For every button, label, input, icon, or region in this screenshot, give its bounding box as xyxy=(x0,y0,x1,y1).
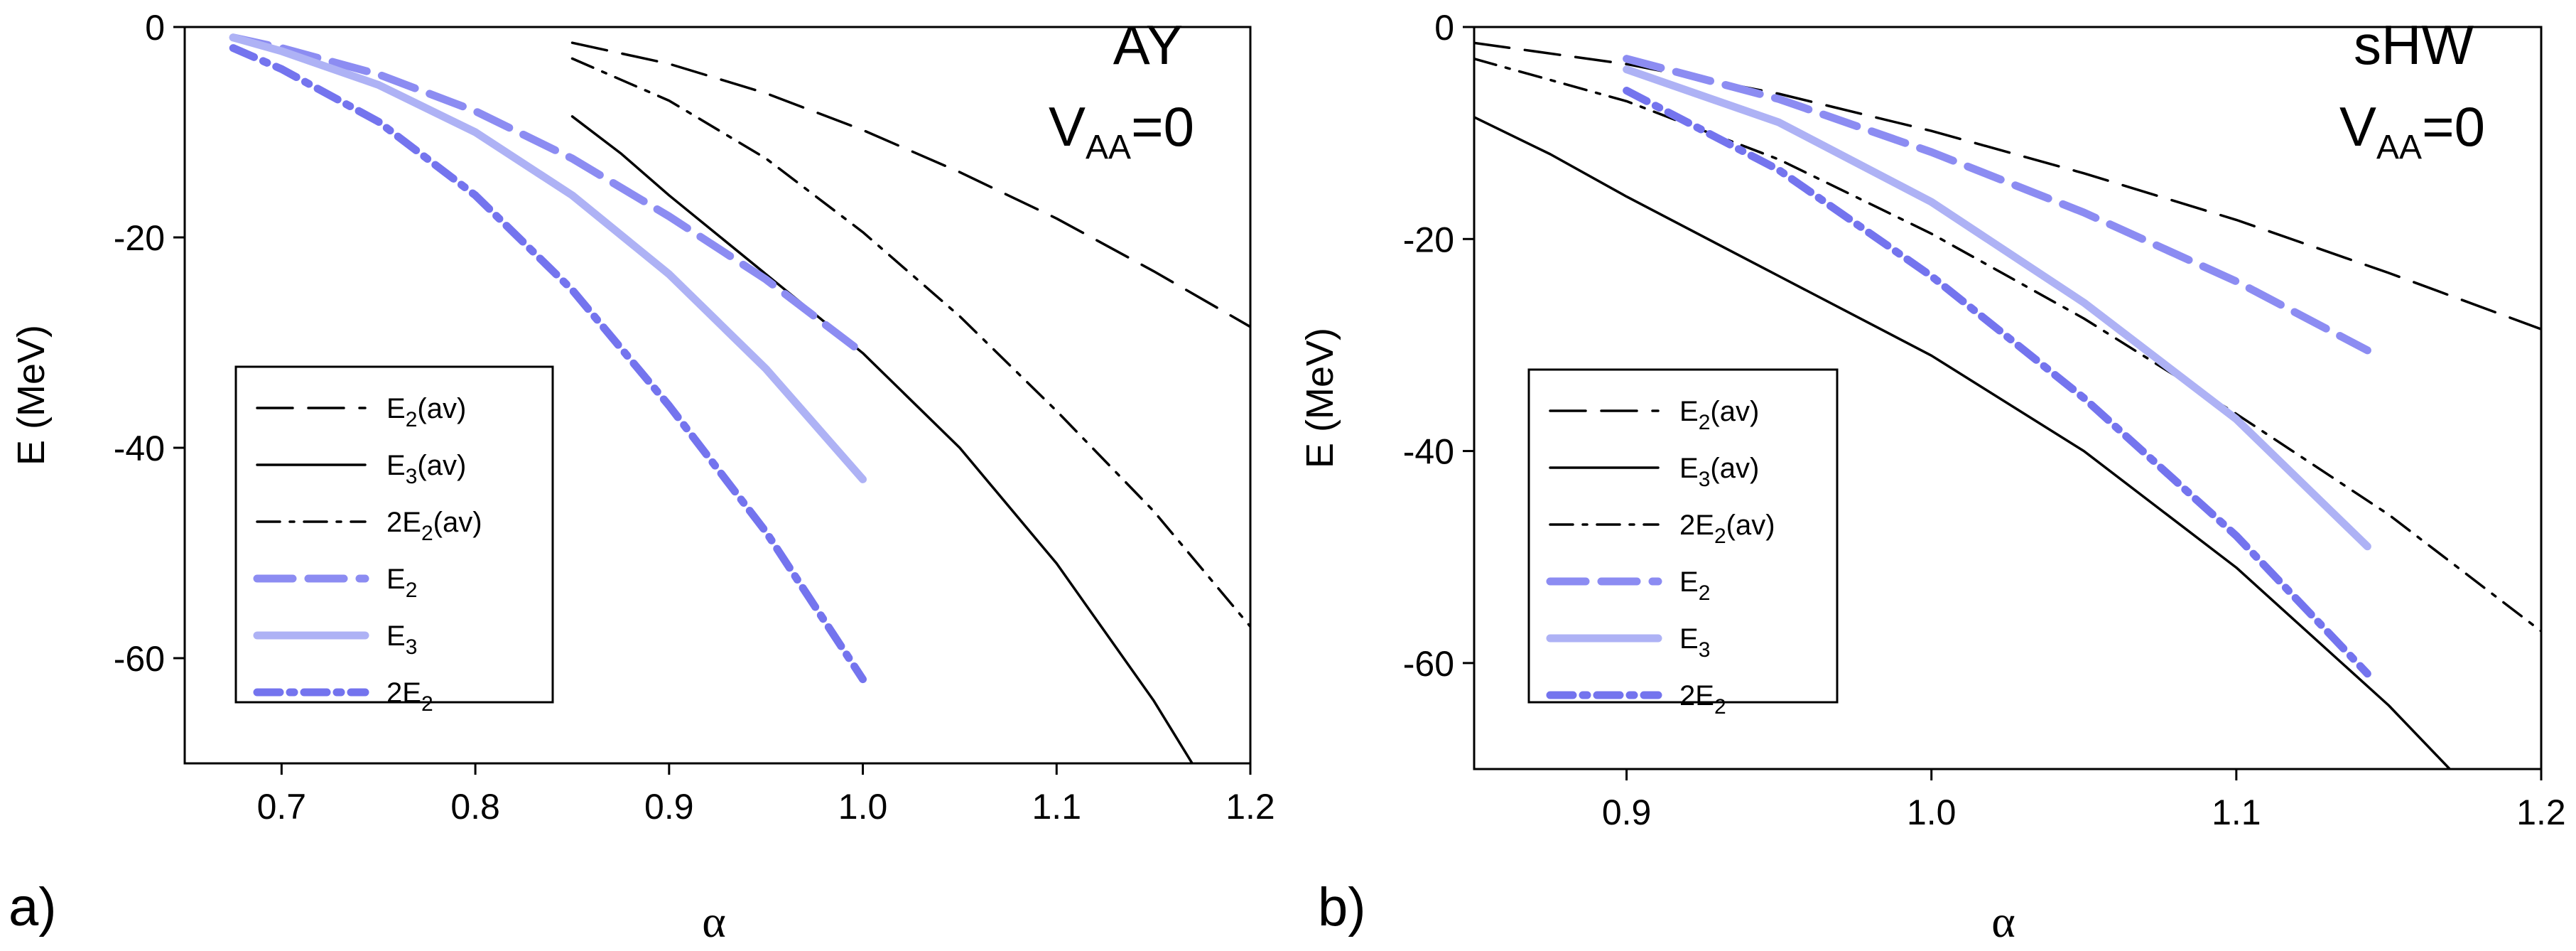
legend-tail: (av) xyxy=(417,450,466,481)
legend-entry: E2 xyxy=(1679,566,1710,605)
legend-main: E xyxy=(386,620,406,652)
x-tick-label: 0.9 xyxy=(644,787,694,827)
legend-box xyxy=(1527,368,1839,704)
legend-sub: 2 xyxy=(1699,581,1711,605)
series-line-e3 xyxy=(1623,65,2371,551)
series-line-e3-av- xyxy=(570,115,1194,763)
legend-sub: 2 xyxy=(406,408,418,431)
legend-sub: 3 xyxy=(406,465,418,488)
legend-box xyxy=(234,365,554,704)
x-axis-title: α xyxy=(1991,896,2015,947)
y-tick-label: -60 xyxy=(114,639,165,679)
annotation-title: sHW xyxy=(2354,14,2474,76)
y-axis-title: E (MeV) xyxy=(10,325,53,466)
y-tick-label: -40 xyxy=(1403,432,1454,472)
y-tick-label: -40 xyxy=(114,429,165,468)
legend-sub: 2 xyxy=(1714,695,1726,719)
annotation-sub: AA xyxy=(1086,129,1131,166)
y-axis-title: E (MeV) xyxy=(1299,328,1341,468)
series-line-e2 xyxy=(229,33,867,358)
legend-sub: 2 xyxy=(1699,411,1711,434)
legend-main: E xyxy=(1679,453,1699,484)
annotation-potential: VAA=0 xyxy=(1049,95,1194,166)
legend-entry: E3(av) xyxy=(386,450,466,488)
annotation-value: =0 xyxy=(1131,95,1194,158)
legend-entry: 2E2 xyxy=(386,677,433,716)
annotation-potential: VAA=0 xyxy=(2339,95,2485,166)
series-line-2e2-av- xyxy=(570,57,1250,628)
legend-main: 2E xyxy=(386,507,421,538)
legend-tail: (av) xyxy=(417,393,466,424)
panel-a: 0.7 0.8 0.9 1.0 1.1 1.2 0 -20 -40 -60 E (MeV) α a) AY… xyxy=(9,8,1275,947)
annotation-v: V xyxy=(2339,95,2376,158)
legend-sub: 3 xyxy=(406,635,418,659)
series-line-2e2 xyxy=(229,44,867,684)
legend-entry: 2E2 xyxy=(1679,680,1726,719)
legend-sub: 2 xyxy=(421,692,433,716)
legend-entry: E2(av) xyxy=(386,393,466,431)
series-group xyxy=(229,33,1250,763)
x-tick-label: 1.1 xyxy=(2212,793,2261,832)
y-tick-label: 0 xyxy=(1434,8,1454,48)
panel-b: 0.9 1.0 1.1 1.2 0 -20 -40 -60 E (MeV) α b) sHW VAA=0… xyxy=(1299,8,2566,947)
series-line-e3 xyxy=(229,33,867,483)
legend-main: E xyxy=(386,393,406,424)
series-line-e2-av- xyxy=(1474,41,2541,331)
series-line-e2 xyxy=(1623,55,2371,355)
legend-main: 2E xyxy=(386,677,421,709)
legend-sub: 3 xyxy=(1699,468,1711,491)
legend-main: E xyxy=(1679,396,1699,427)
legend-entry: E2 xyxy=(386,564,417,602)
legend-main: E xyxy=(1679,623,1699,655)
legend-tail: (av) xyxy=(1710,453,1759,484)
x-tick-label: 1.2 xyxy=(1225,787,1275,827)
legend-entry: E3(av) xyxy=(1679,453,1759,491)
legend-main: E xyxy=(386,450,406,481)
legend-entry: 2E2(av) xyxy=(386,507,482,545)
plot-frame xyxy=(183,26,1252,765)
x-axis-title: α xyxy=(702,896,726,947)
legend-sub: 2 xyxy=(406,579,418,602)
y-tick-label: -60 xyxy=(1403,644,1454,684)
x-tick-label: 0.8 xyxy=(450,787,500,827)
annotation-value: =0 xyxy=(2422,95,2485,158)
annotation-title: AY xyxy=(1113,14,1183,76)
legend-sub: 3 xyxy=(1699,638,1711,662)
y-tick-label: 0 xyxy=(145,8,165,48)
legend-main: E xyxy=(386,564,406,595)
x-tick-label: 1.1 xyxy=(1032,787,1082,827)
annotation-v: V xyxy=(1049,95,1086,158)
legend-tail: (av) xyxy=(433,507,482,538)
legend-entry: E3 xyxy=(386,620,417,659)
series-line-2e2 xyxy=(1623,87,2371,678)
annotation-sub: AA xyxy=(2376,129,2422,166)
x-tick-label: 0.7 xyxy=(257,787,307,827)
legend-entry: E2(av) xyxy=(1679,396,1759,434)
series-line-e2-av- xyxy=(570,41,1250,328)
panel-tag: a) xyxy=(9,877,57,937)
x-tick-label: 1.0 xyxy=(838,787,888,827)
series-group xyxy=(1474,41,2541,769)
y-tick-label: -20 xyxy=(114,218,165,258)
legend-main: 2E xyxy=(1679,510,1714,541)
legend-main: 2E xyxy=(1679,680,1714,711)
series-line-e3-av- xyxy=(1474,116,2452,769)
legend-entry: 2E2(av) xyxy=(1679,510,1775,548)
x-tick-label: 1.2 xyxy=(2516,793,2566,832)
panel-tag: b) xyxy=(1318,877,1366,937)
legend-main: E xyxy=(1679,566,1699,598)
legend-sub: 2 xyxy=(421,522,433,545)
legend-entry: E3 xyxy=(1679,623,1710,662)
x-tick-label: 0.9 xyxy=(1602,793,1652,832)
legend-tail: (av) xyxy=(1726,510,1775,541)
legend-sub: 2 xyxy=(1714,525,1726,548)
x-tick-label: 1.0 xyxy=(1907,793,1957,832)
y-tick-label: -20 xyxy=(1403,220,1454,259)
legend-tail: (av) xyxy=(1710,396,1759,427)
plot-frame xyxy=(1473,26,2543,770)
series-line-2e2-av- xyxy=(1474,57,2541,633)
